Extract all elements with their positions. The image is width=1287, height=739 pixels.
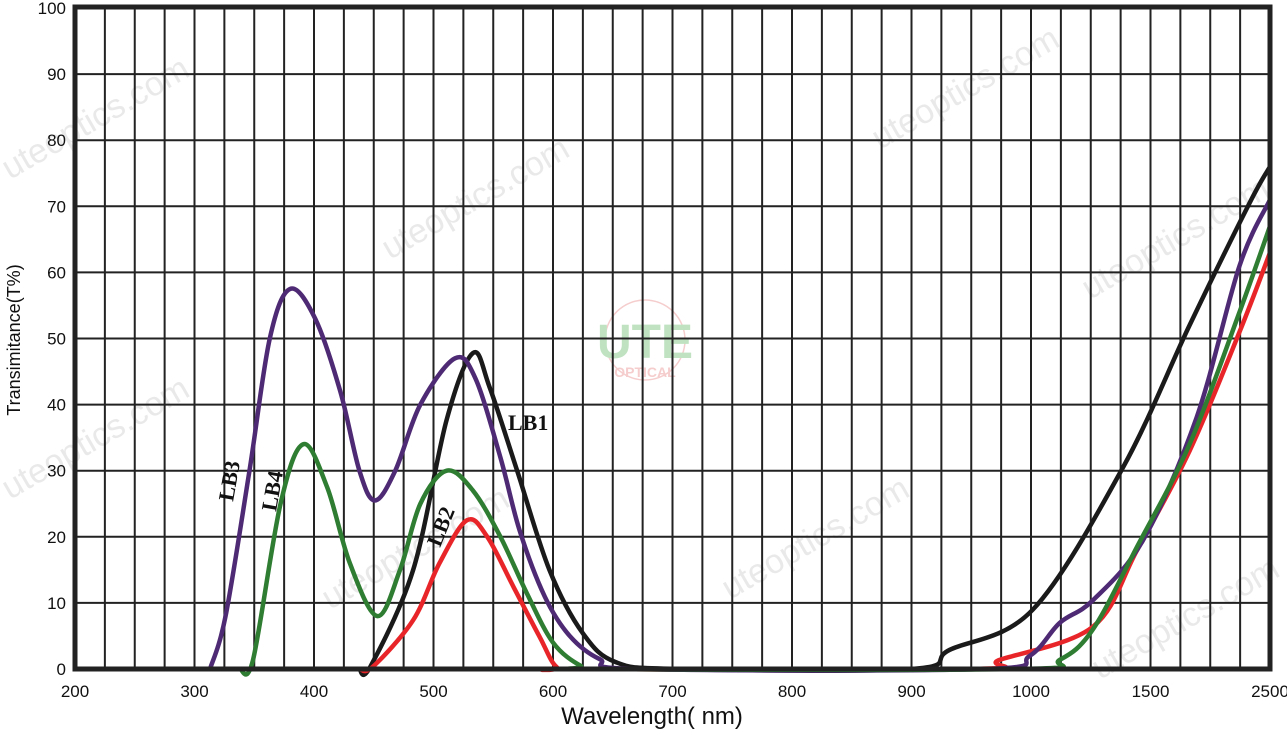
y-tick-label: 80 [47,131,66,150]
plot-frame [72,4,1273,672]
x-tick-label: 1000 [1012,682,1050,701]
y-tick-label: 40 [47,396,66,415]
grid [75,7,1270,670]
x-axis-label: Wavelength( nm) [561,703,743,730]
y-tick-label: 10 [47,594,66,613]
series-layer [207,165,1273,678]
svg-text:UTE: UTE [597,316,693,369]
watermark-text: uteoptics.com [865,19,1066,157]
y-tick-label: 20 [47,528,66,547]
watermark-text: uteoptics.com [1075,169,1276,307]
watermark-text: uteoptics.com [375,129,576,267]
y-tick-label: 70 [47,197,66,216]
y-tick-label: 60 [47,263,66,282]
x-tick-label: 2500 [1251,682,1287,701]
y-tick-labels: 0 10 20 30 40 50 60 70 80 90 100 [38,0,66,679]
watermark-text: uteoptics.com [715,469,916,607]
label-lb1: LB1 [508,410,548,435]
x-tick-label: 200 [61,682,89,701]
series-line-lb4 [237,225,1273,677]
x-tick-label: 300 [180,682,208,701]
y-tick-label: 30 [47,462,66,481]
x-tick-label: 800 [778,682,806,701]
x-tick-label: 400 [300,682,328,701]
x-tick-label: 500 [419,682,447,701]
label-lb3: LB3 [213,459,245,503]
x-tick-label: 600 [539,682,567,701]
series-line-lb2 [358,251,1273,674]
watermark-text: uteoptics.com [0,49,196,187]
series-line-lb1 [357,165,1272,678]
x-tick-label: 1500 [1132,682,1170,701]
series-line-lb3 [207,198,1273,673]
x-tick-label: 900 [897,682,925,701]
y-tick-label: 50 [47,330,66,349]
x-tick-labels: 200 300 400 500 600 700 800 900 1000 1500 2500 [61,682,1287,701]
ute-logo: UTE OPTICAL [597,299,693,381]
x-tick-label: 700 [658,682,686,701]
svg-text:OPTICAL: OPTICAL [614,364,676,380]
y-tick-label: 0 [57,660,66,679]
watermark-text: uteoptics.com [1085,549,1286,687]
y-axis-label: Transimitance(T%) [4,264,24,415]
y-tick-label: 100 [38,0,66,18]
watermark-text: uteoptics.com [0,369,196,507]
y-tick-label: 90 [47,65,66,84]
